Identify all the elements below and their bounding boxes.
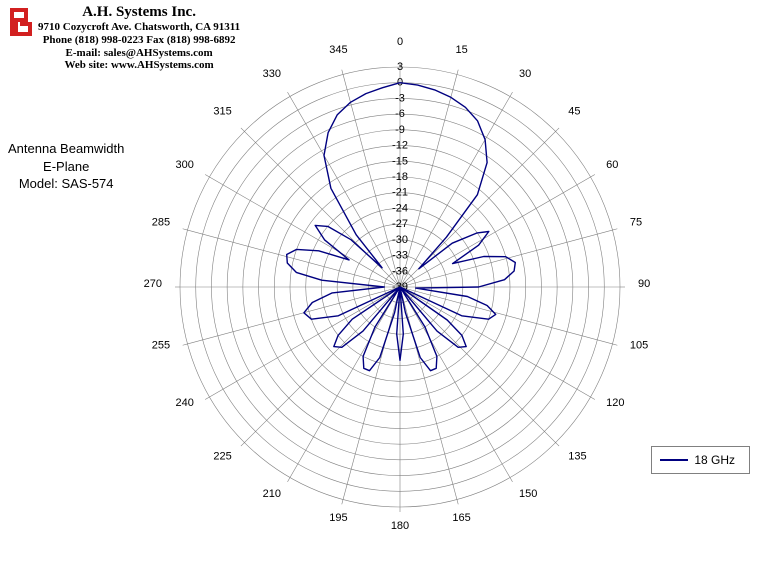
- angle-label: 195: [329, 512, 347, 524]
- radial-label: -6: [395, 108, 405, 120]
- angle-label: 120: [606, 397, 624, 409]
- radial-label: -30: [392, 234, 408, 246]
- angle-label: 330: [263, 68, 281, 80]
- angle-label: 105: [630, 340, 648, 352]
- radial-label: -3: [395, 92, 405, 104]
- angle-label: 345: [329, 44, 347, 56]
- angle-label: 75: [630, 216, 642, 228]
- angle-label: 300: [176, 159, 194, 171]
- chart-legend: 18 GHz: [651, 446, 750, 474]
- angle-label: 165: [452, 512, 470, 524]
- angle-label: 210: [263, 488, 281, 500]
- radial-label: -15: [392, 155, 408, 167]
- angle-label: 240: [176, 397, 194, 409]
- radial-label: -27: [392, 218, 408, 230]
- radial-label: -9: [395, 124, 405, 136]
- radial-label: 3: [397, 61, 403, 73]
- angle-label: 285: [152, 216, 170, 228]
- angle-label: 135: [568, 450, 586, 462]
- angle-label: 60: [606, 159, 618, 171]
- angle-label: 30: [519, 68, 531, 80]
- legend-line-icon: [660, 459, 688, 461]
- radial-label: -36: [392, 265, 408, 277]
- angle-label: 180: [391, 520, 409, 532]
- radial-label: -12: [392, 140, 408, 152]
- angle-label: 225: [213, 450, 231, 462]
- angle-label: 45: [568, 106, 580, 118]
- radial-label: -18: [392, 171, 408, 183]
- angle-label: 150: [519, 488, 537, 500]
- angle-label: 15: [455, 44, 467, 56]
- legend-label: 18 GHz: [694, 453, 735, 467]
- radial-label: -33: [392, 250, 408, 262]
- angle-label: 90: [638, 278, 650, 290]
- angle-label: 315: [213, 106, 231, 118]
- angle-label: 255: [152, 340, 170, 352]
- polar-chart: 0 15 30 45 60 75 90 105 120 135 150 165 180 195 210 225…: [0, 0, 770, 574]
- angle-label: 270: [144, 278, 162, 290]
- radial-label: -21: [392, 187, 408, 199]
- radial-label: -24: [392, 202, 408, 214]
- angle-label: 0: [397, 36, 403, 48]
